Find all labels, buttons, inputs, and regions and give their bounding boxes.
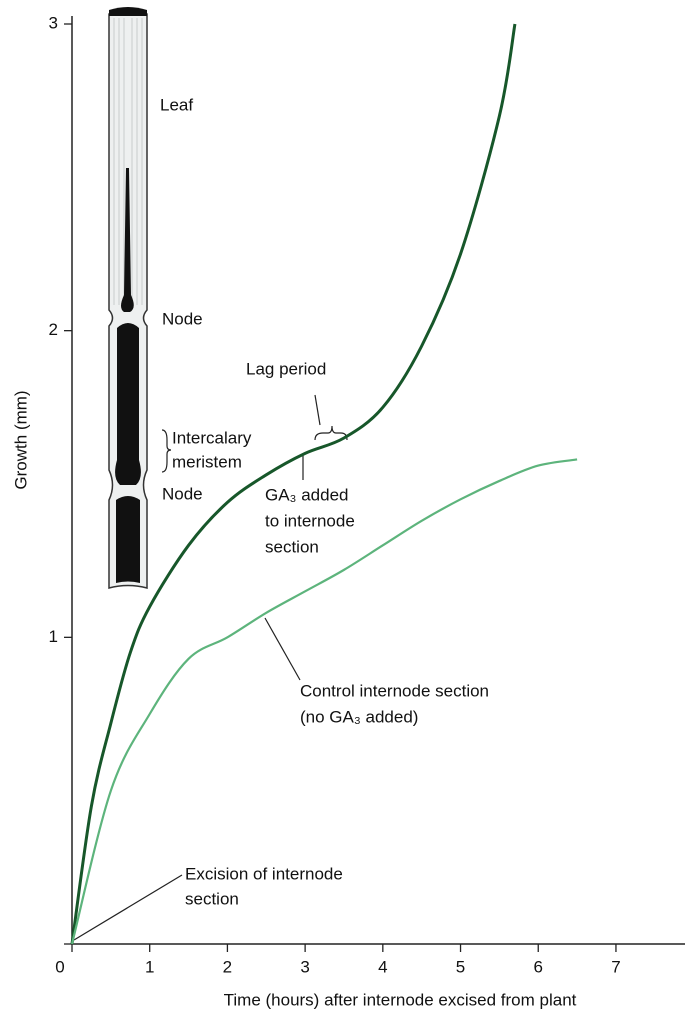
label-ga3: GA₃ added: [265, 485, 348, 504]
brace: [162, 430, 171, 472]
label-intercalary: Intercalary: [172, 428, 252, 447]
x-axis-label: Time (hours) after internode excised fro…: [224, 990, 577, 1009]
y-axis-label: Growth (mm): [11, 390, 30, 489]
label-intercalary: meristem: [172, 452, 242, 471]
x-tick-label: 7: [611, 957, 620, 976]
x-tick-label: 1: [145, 957, 154, 976]
y-tick-label: 3: [49, 13, 58, 32]
label-excision: section: [185, 889, 239, 908]
label-excision: Excision of internode: [185, 864, 343, 883]
label-ga3: section: [265, 537, 319, 556]
x-tick-label: 2: [223, 957, 232, 976]
x-tick-label: 6: [534, 957, 543, 976]
label-ga3: to internode: [265, 511, 355, 530]
y-tick-label: 1: [49, 627, 58, 646]
plant-illustration: [109, 7, 147, 588]
label-node: Node: [162, 309, 203, 328]
label-leaf: Leaf: [160, 95, 193, 114]
label-node: Node: [162, 484, 203, 503]
x-tick-label: 4: [378, 957, 387, 976]
y-tick-label: 2: [49, 320, 58, 339]
label-control: Control internode section: [300, 681, 489, 700]
label-control: (no GA₃ added): [300, 707, 418, 726]
chart: Leaf Node Intercalary meristem Node Lag …: [0, 0, 685, 1014]
x-tick-label: 5: [456, 957, 465, 976]
x-tick-label: 0: [55, 957, 64, 976]
x-tick-label: 3: [300, 957, 309, 976]
label-lag: Lag period: [246, 359, 326, 378]
